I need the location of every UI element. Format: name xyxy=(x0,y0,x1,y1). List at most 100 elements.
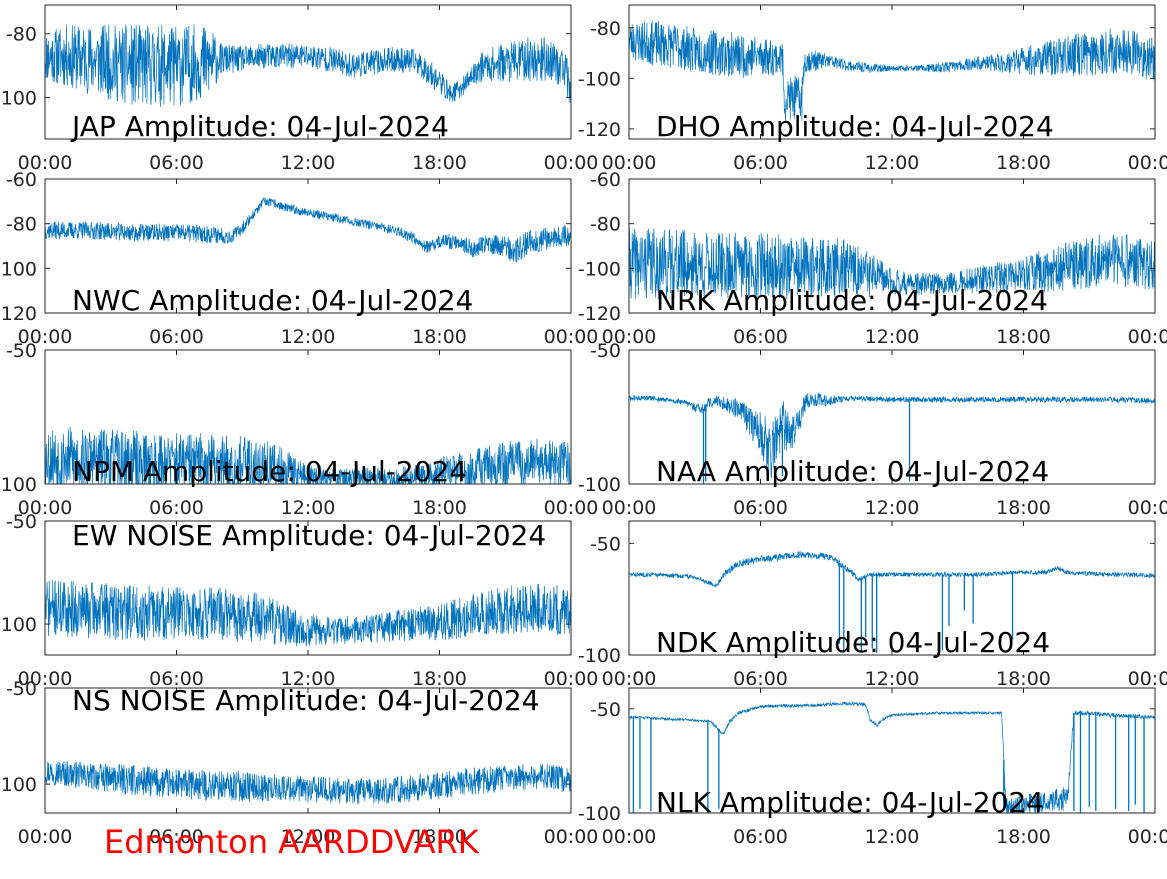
y-tick-label: -50 xyxy=(590,699,621,721)
x-tick-label: 00:00 xyxy=(1128,152,1167,174)
y-tick-label: 120 xyxy=(1,303,37,325)
x-tick-label: 06:00 xyxy=(733,826,788,848)
x-tick-label: 00:00 xyxy=(18,497,73,519)
y-tick-label: -120 xyxy=(578,303,621,325)
y-tick-label: -100 xyxy=(578,258,621,280)
x-tick-label: 00:00 xyxy=(1128,497,1167,519)
x-tick-label: 00:00 xyxy=(544,497,599,519)
x-tick-label: 18:00 xyxy=(412,497,467,519)
x-tick-label: 06:00 xyxy=(149,152,204,174)
chart-title: NAA Amplitude: 04-Jul-2024 xyxy=(656,455,1049,488)
chart-title: NLK Amplitude: 04-Jul-2024 xyxy=(656,786,1044,819)
x-tick-label: 00:00 xyxy=(602,826,657,848)
y-tick-label: -100 xyxy=(578,474,621,496)
x-tick-label: 18:00 xyxy=(412,668,467,690)
x-tick-label: 12:00 xyxy=(281,326,336,348)
x-tick-label: 12:00 xyxy=(865,668,920,690)
series-line-2-1 xyxy=(629,20,1155,121)
series-line-9-1 xyxy=(45,761,571,805)
chart-title: NRK Amplitude: 04-Jul-2024 xyxy=(656,284,1048,317)
chart-title: NS NOISE Amplitude: 04-Jul-2024 xyxy=(72,684,539,717)
y-tick-label: -100 xyxy=(578,645,621,667)
station-label: Edmonton AARDDVARK xyxy=(104,823,479,861)
y-tick-label: 100 xyxy=(1,614,37,636)
chart-panel-4: 00:00 06:00 12:00 18:00 00:00 -60 -80 -100 -120 N… xyxy=(578,169,1167,348)
x-tick-label: 18:00 xyxy=(412,152,467,174)
y-tick-label: -50 xyxy=(590,533,621,555)
x-tick-label: 18:00 xyxy=(996,497,1051,519)
chart-panel-2: 00:00 06:00 12:00 18:00 00:00 -80 -100 -120 DHO … xyxy=(578,4,1167,174)
x-tick-label: 00:00 xyxy=(1128,826,1167,848)
x-tick-label: 18:00 xyxy=(996,668,1051,690)
chart-panel-5: 00:00 06:00 12:00 18:00 00:00 -50 100 NPM Ampli… xyxy=(1,340,599,519)
y-tick-label: 100 xyxy=(1,88,37,110)
y-tick-label: -80 xyxy=(6,214,37,236)
y-tick-label: -50 xyxy=(590,340,621,362)
chart-title: DHO Amplitude: 04-Jul-2024 xyxy=(656,110,1054,143)
x-tick-label: 06:00 xyxy=(149,497,204,519)
series-line-8-1 xyxy=(629,550,1155,588)
y-tick-label: -120 xyxy=(578,119,621,141)
x-tick-label: 12:00 xyxy=(865,152,920,174)
x-tick-label: 06:00 xyxy=(733,326,788,348)
series-line-4-1 xyxy=(629,228,1155,300)
x-tick-label: 00:00 xyxy=(18,152,73,174)
series-line-7-1 xyxy=(45,579,571,647)
x-tick-label: 12:00 xyxy=(865,497,920,519)
chart-panel-1: 00:00 06:00 12:00 18:00 00:00 -80 100 JAP Ampli… xyxy=(1,4,599,174)
chart-title: NPM Amplitude: 04-Jul-2024 xyxy=(72,455,467,488)
y-tick-label: -50 xyxy=(6,511,37,533)
y-tick-label: -80 xyxy=(590,18,621,40)
chart-panel-7: 00:00 06:00 12:00 18:00 00:00 -50 100 EW NOISE … xyxy=(1,511,599,690)
x-tick-label: 12:00 xyxy=(281,826,336,848)
series-line-3-1 xyxy=(45,197,571,263)
x-tick-label: 00:00 xyxy=(602,668,657,690)
x-tick-label: 18:00 xyxy=(996,152,1051,174)
x-tick-label: 00:00 xyxy=(602,326,657,348)
x-tick-label: 06:00 xyxy=(149,826,204,848)
y-tick-label: -50 xyxy=(6,340,37,362)
y-tick-label: 100 xyxy=(1,774,37,796)
x-tick-label: 00:00 xyxy=(18,326,73,348)
series-line-10-1 xyxy=(629,701,1155,813)
y-tick-label: -60 xyxy=(6,169,37,191)
y-tick-label: -50 xyxy=(6,678,37,700)
x-tick-label: 00:00 xyxy=(544,326,599,348)
y-tick-label: -80 xyxy=(590,214,621,236)
x-tick-label: 00:00 xyxy=(1128,326,1167,348)
series-line-1-1 xyxy=(45,24,571,107)
x-tick-label: 12:00 xyxy=(865,326,920,348)
chart-title: NWC Amplitude: 04-Jul-2024 xyxy=(72,284,473,317)
series-line-5-1 xyxy=(45,426,571,484)
chart-panel-3: 00:00 06:00 12:00 18:00 00:00 -60 -80 100 120 NWC… xyxy=(1,169,599,348)
x-tick-label: 06:00 xyxy=(733,668,788,690)
y-tick-label: -60 xyxy=(590,169,621,191)
chart-panel-10: 00:00 06:00 12:00 18:00 00:00 -50 -100 NLK Ampl… xyxy=(578,687,1167,848)
x-tick-label: 12:00 xyxy=(281,497,336,519)
x-tick-label: 00:00 xyxy=(1128,668,1167,690)
chart-title: EW NOISE Amplitude: 04-Jul-2024 xyxy=(72,519,546,552)
x-tick-label: 00:00 xyxy=(602,152,657,174)
x-tick-label: 18:00 xyxy=(996,826,1051,848)
x-tick-label: 18:00 xyxy=(996,326,1051,348)
x-tick-label: 06:00 xyxy=(733,497,788,519)
x-tick-label: 06:00 xyxy=(149,326,204,348)
x-tick-label: 06:00 xyxy=(733,152,788,174)
x-tick-label: 12:00 xyxy=(281,668,336,690)
x-tick-label: 00:00 xyxy=(544,826,599,848)
chart-title: JAP Amplitude: 04-Jul-2024 xyxy=(70,110,449,143)
x-tick-label: 12:00 xyxy=(281,152,336,174)
x-tick-label: 00:00 xyxy=(544,152,599,174)
x-tick-label: 18:00 xyxy=(412,326,467,348)
chart-panel-9: 00:00 06:00 12:00 18:00 00:00 -50 100 NS NOISE … xyxy=(1,678,599,848)
chart-title: NDK Amplitude: 04-Jul-2024 xyxy=(656,626,1050,659)
chart-panel-6: 00:00 06:00 12:00 18:00 00:00 -50 -100 NAA Ampl… xyxy=(578,340,1167,519)
y-tick-label: -100 xyxy=(578,803,621,825)
series-line-6-1 xyxy=(629,392,1155,479)
chart-panel-8: 00:00 06:00 12:00 18:00 00:00 -50 -100 NDK Ampl… xyxy=(578,520,1167,690)
x-tick-label: 12:00 xyxy=(865,826,920,848)
x-tick-label: 18:00 xyxy=(412,826,467,848)
y-tick-label: -80 xyxy=(6,24,37,46)
